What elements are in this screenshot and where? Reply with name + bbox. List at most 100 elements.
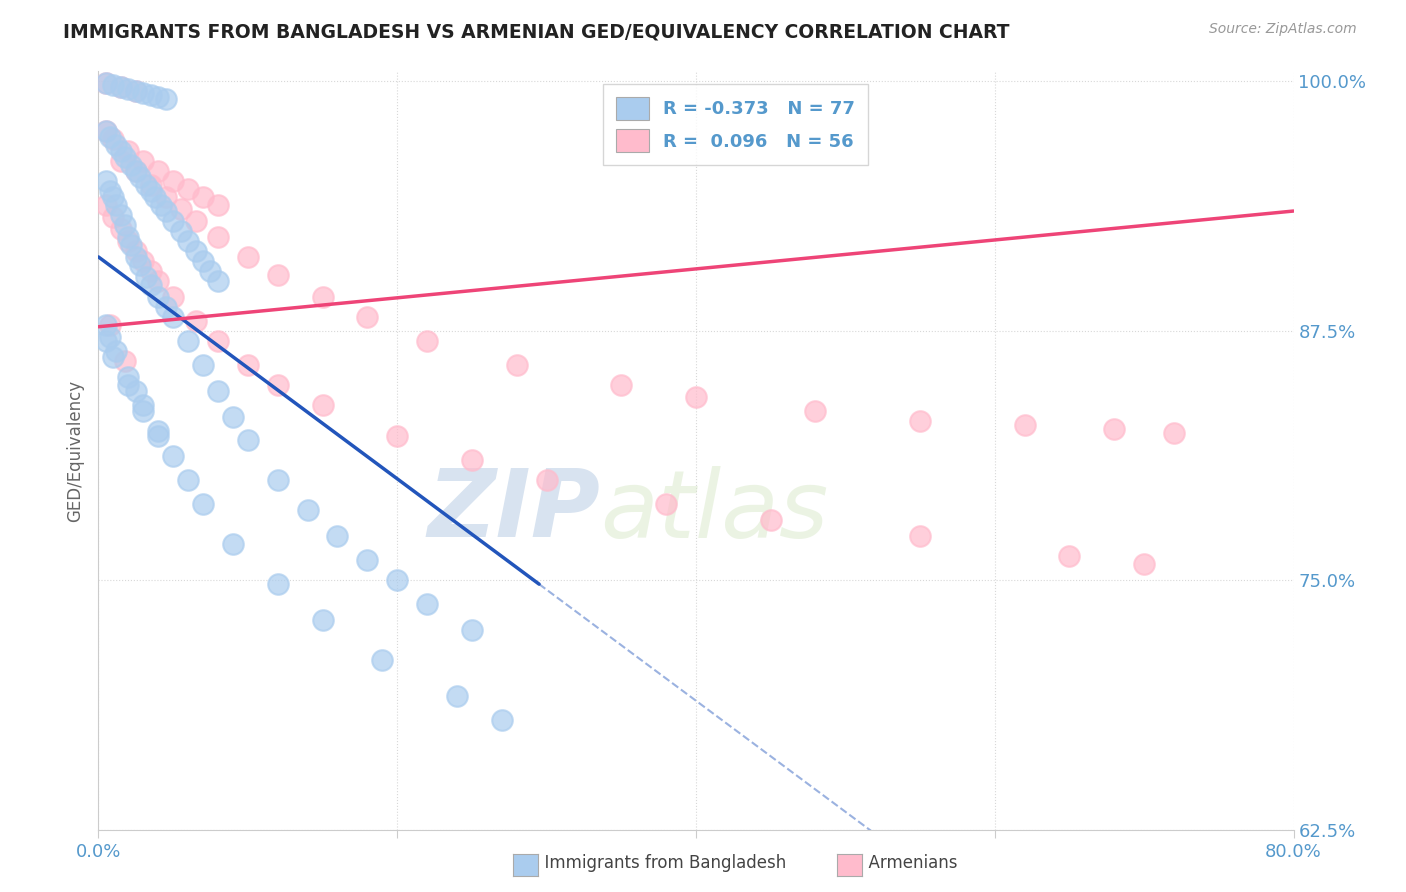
Point	[191, 253, 214, 268]
Point	[162, 214, 184, 228]
Point	[491, 713, 513, 727]
Point	[184, 314, 207, 328]
Point	[506, 358, 529, 372]
Point	[120, 238, 142, 252]
Point	[103, 210, 125, 224]
Point	[94, 318, 117, 332]
Point	[236, 250, 259, 264]
Point	[685, 390, 707, 404]
Point	[110, 80, 132, 95]
Point	[103, 78, 125, 93]
Point	[759, 513, 782, 527]
Point	[207, 198, 229, 212]
Point	[139, 264, 162, 278]
Point	[162, 450, 184, 464]
Point	[385, 573, 409, 587]
Point	[236, 434, 259, 448]
Point	[908, 413, 931, 427]
Point	[326, 529, 349, 543]
Y-axis label: GED/Equivalency: GED/Equivalency	[66, 379, 84, 522]
Point	[162, 290, 184, 304]
Point	[908, 529, 931, 543]
Point	[207, 274, 229, 288]
Point	[446, 689, 468, 703]
Point	[132, 87, 155, 101]
Point	[98, 184, 122, 198]
Point	[94, 124, 117, 138]
Point	[169, 224, 191, 238]
Point	[1104, 421, 1126, 435]
Point	[461, 623, 484, 637]
Point	[117, 377, 139, 392]
Point	[129, 258, 152, 272]
Point	[267, 577, 290, 591]
Point	[267, 474, 290, 488]
Point	[117, 144, 139, 158]
Point	[94, 334, 117, 348]
Point	[98, 130, 122, 145]
Point	[236, 358, 259, 372]
Point	[200, 264, 222, 278]
Point	[191, 358, 214, 372]
Point	[177, 474, 200, 488]
Point	[311, 290, 333, 304]
Point	[148, 164, 170, 178]
Point	[94, 76, 117, 90]
Point	[117, 82, 139, 96]
Point	[114, 150, 136, 164]
Point	[120, 158, 142, 172]
Point	[110, 80, 132, 95]
Point	[110, 222, 132, 236]
Point	[177, 234, 200, 248]
Point	[114, 353, 136, 368]
Point	[103, 350, 125, 364]
Point	[105, 343, 128, 358]
Point	[155, 190, 177, 204]
Point	[103, 132, 125, 146]
Point	[155, 92, 177, 106]
Point	[610, 377, 633, 392]
Point	[191, 497, 214, 511]
Point	[125, 164, 148, 178]
Point	[148, 429, 170, 443]
Point	[135, 178, 157, 192]
Point	[114, 218, 136, 232]
Text: Immigrants from Bangladesh: Immigrants from Bangladesh	[534, 855, 786, 872]
Point	[94, 174, 117, 188]
Point	[155, 300, 177, 314]
Point	[110, 154, 132, 169]
Point	[1133, 557, 1156, 571]
Point	[125, 164, 148, 178]
Point	[416, 597, 439, 611]
Point	[117, 369, 139, 384]
Point	[177, 182, 200, 196]
Point	[297, 503, 319, 517]
Text: Armenians: Armenians	[858, 855, 957, 872]
Point	[125, 250, 148, 264]
Point	[191, 190, 214, 204]
Point	[103, 190, 125, 204]
Point	[117, 234, 139, 248]
Point	[184, 244, 207, 258]
Point	[267, 377, 290, 392]
Point	[267, 268, 290, 282]
Point	[184, 214, 207, 228]
Point	[148, 90, 170, 104]
Point	[311, 398, 333, 412]
Text: ZIP: ZIP	[427, 465, 600, 558]
Point	[125, 384, 148, 398]
Point	[416, 334, 439, 348]
Point	[461, 453, 484, 467]
Point	[110, 208, 132, 222]
Point	[356, 310, 378, 324]
Point	[162, 310, 184, 324]
Point	[139, 178, 162, 192]
Point	[94, 124, 117, 138]
Point	[162, 174, 184, 188]
Point	[129, 170, 152, 185]
Point	[150, 198, 173, 212]
Point	[1059, 549, 1081, 564]
Legend: R = -0.373   N = 77, R =  0.096   N = 56: R = -0.373 N = 77, R = 0.096 N = 56	[603, 84, 868, 165]
Point	[105, 138, 128, 153]
Point	[125, 244, 148, 258]
